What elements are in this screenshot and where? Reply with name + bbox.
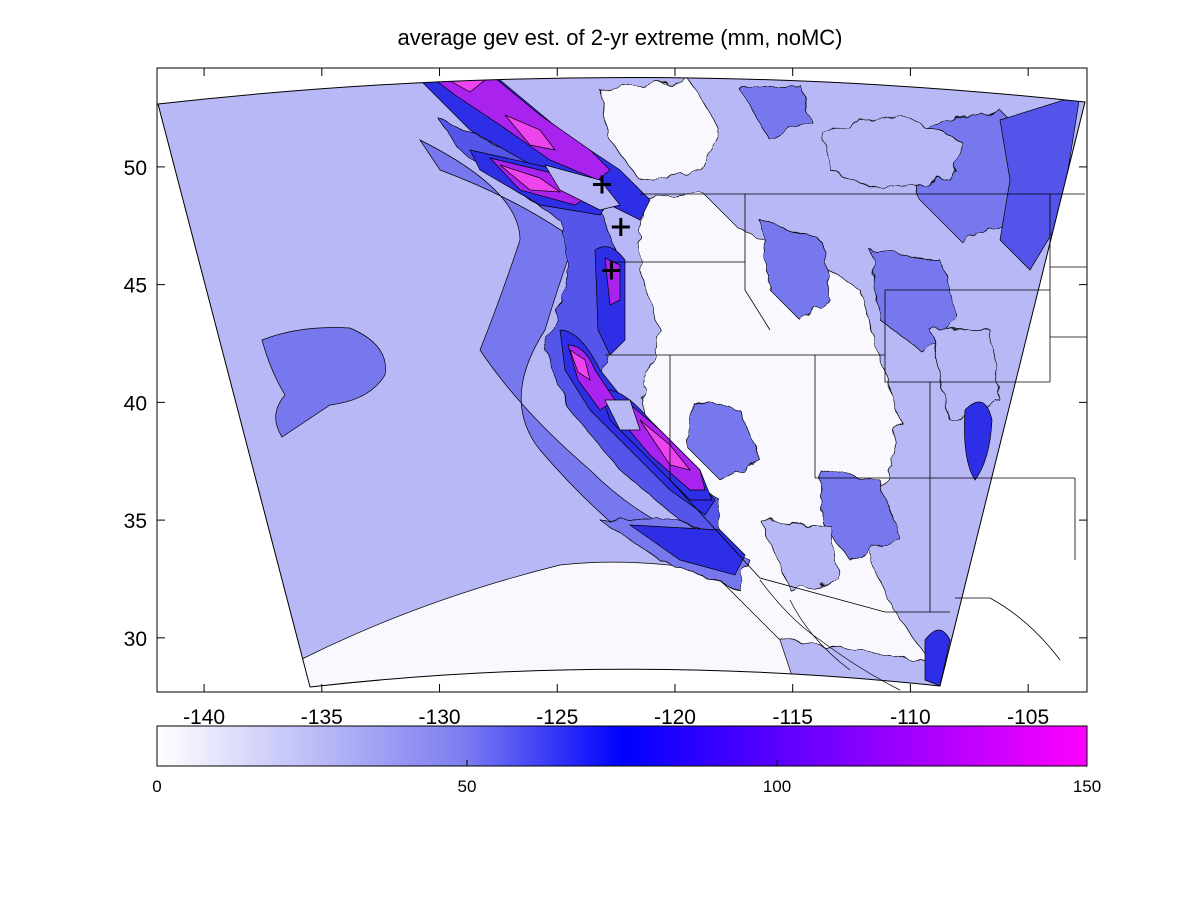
colorbar: 0 50 100 150 xyxy=(152,725,1101,796)
lon-tick-label: -140 xyxy=(183,706,225,729)
state-borders xyxy=(605,193,1087,661)
station-marker xyxy=(602,261,621,280)
lat-tick-label: 40 xyxy=(124,392,147,415)
eastern-ridge xyxy=(964,401,993,481)
colorbar-tick-label: 0 xyxy=(152,777,161,796)
colorbar-ticks: 0 50 100 150 xyxy=(152,760,1101,796)
lon-tick-label: -115 xyxy=(772,706,812,729)
longitude-axis: -140 -135 -130 -125 -120 -115 -110 -105 xyxy=(183,68,1049,729)
lon-tick-label: -125 xyxy=(536,706,578,729)
light-interior-patches xyxy=(759,114,1001,591)
colorbar-tick-label: 150 xyxy=(1073,777,1101,796)
mexico-coastline xyxy=(759,579,901,691)
latitude-axis: 30 35 40 45 50 xyxy=(124,157,1087,651)
low-value-north xyxy=(599,79,721,181)
colorbar-gradient xyxy=(156,725,1088,767)
lat-tick-label: 50 xyxy=(124,157,147,180)
precipitation-field xyxy=(158,77,1085,688)
lon-tick-label: -135 xyxy=(301,706,343,729)
lon-tick-label: -130 xyxy=(419,706,461,729)
model-domain-outline xyxy=(157,76,1086,688)
puget-gap xyxy=(544,164,641,431)
station-marker xyxy=(592,175,611,194)
lon-tick-label: -105 xyxy=(1007,706,1049,729)
extreme-cores xyxy=(444,77,691,471)
station-marker xyxy=(611,217,630,236)
colorbar-tick-label: 100 xyxy=(763,777,791,796)
lon-tick-label: -120 xyxy=(654,706,696,729)
lat-tick-label: 35 xyxy=(124,510,147,533)
station-markers xyxy=(592,175,630,280)
colorbar-tick-label: 50 xyxy=(458,777,477,796)
lat-tick-label: 30 xyxy=(124,628,147,651)
lon-tick-label: -110 xyxy=(890,706,930,729)
pacific-blob xyxy=(261,327,386,438)
lat-tick-label: 45 xyxy=(124,275,147,298)
chart-title: average gev est. of 2-yr extreme (mm, no… xyxy=(397,25,842,50)
